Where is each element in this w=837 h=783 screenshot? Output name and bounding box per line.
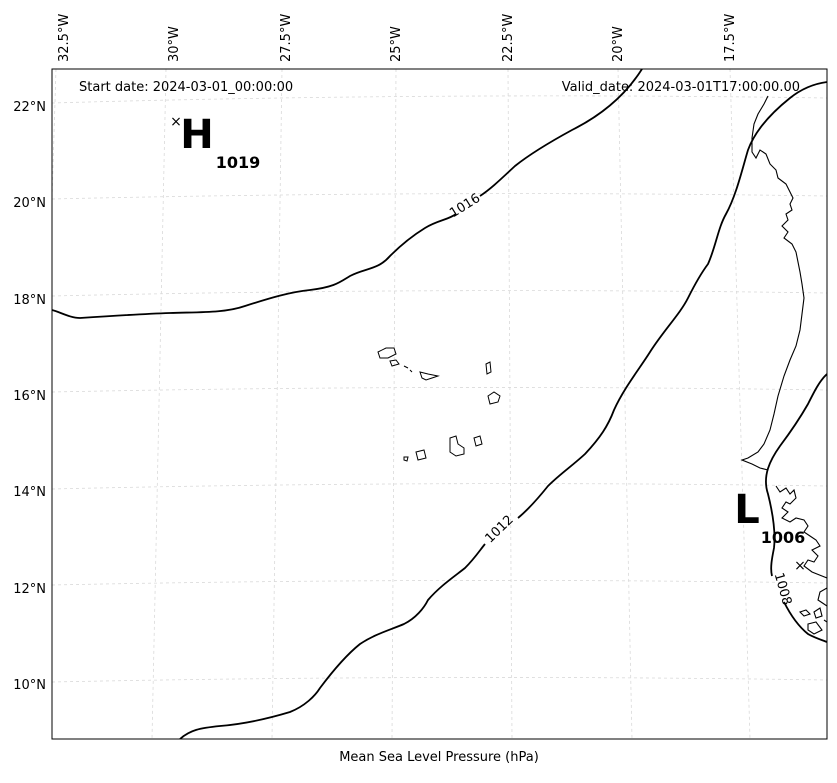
meridian-22-5w (507, 68, 513, 740)
lat-label: 18°N (13, 293, 46, 308)
high-letter: H (180, 112, 213, 158)
isobars (52, 69, 827, 739)
low-value: 1006 (761, 528, 806, 547)
parallel-20n (51, 193, 828, 200)
lat-label: 22°N (13, 100, 46, 115)
lat-label: 20°N (13, 196, 46, 211)
parallel-22n (51, 95, 828, 104)
senegal-gambia-coast (775, 485, 827, 579)
parallel-10n (51, 677, 828, 683)
parallel-14n (51, 483, 828, 490)
high-center-marker: × (170, 114, 182, 130)
lon-label: 25°W (389, 26, 404, 62)
high-pressure-center: × H 1019 (170, 112, 260, 172)
lon-label: 22.5°W (501, 14, 516, 62)
isobar-1008 (765, 373, 827, 643)
lon-label: 27.5°W (279, 14, 294, 62)
meridian-30w (151, 68, 167, 740)
meridian-17-5w (729, 68, 751, 740)
low-letter: L (734, 487, 760, 533)
graticule (51, 68, 828, 740)
lon-label: 17.5°W (723, 14, 738, 62)
map-frame (51, 68, 828, 740)
lat-label: 14°N (13, 485, 46, 500)
meridian-25w (391, 68, 397, 740)
lat-label: 12°N (13, 582, 46, 597)
meridian-20w (617, 68, 633, 740)
meridian-27-5w (271, 68, 283, 740)
longitude-labels: 32.5°W 30°W 27.5°W 25°W 22.5°W 20°W 17.5… (57, 14, 738, 62)
meridian-32-5w (51, 68, 57, 201)
parallel-18n (51, 290, 828, 297)
cape-verde-islands (377, 347, 501, 462)
lon-label: 32.5°W (57, 14, 72, 62)
isobar-1012 (179, 81, 827, 739)
lon-label: 30°W (167, 26, 182, 62)
valid-date: Valid_date: 2024-03-01T17:00:00.00 (562, 80, 800, 95)
parallel-12n (51, 580, 828, 586)
guinea-bissau-coast (798, 587, 827, 635)
low-center-marker: × (794, 558, 806, 574)
isobar-1016 (52, 69, 643, 319)
low-pressure-center: L 1006 × (734, 487, 806, 574)
high-value: 1019 (216, 153, 261, 172)
lat-label: 10°N (13, 678, 46, 693)
latitude-labels: 22°N 20°N 18°N 16°N 14°N 12°N 10°N (13, 100, 46, 693)
start-date: Start date: 2024-03-01_00:00:00 (79, 80, 293, 95)
africa-coastline (740, 95, 805, 471)
map-caption: Mean Sea Level Pressure (hPa) (339, 750, 539, 765)
parallel-16n (51, 387, 828, 393)
lat-label: 16°N (13, 389, 46, 404)
lon-label: 20°W (611, 26, 626, 62)
